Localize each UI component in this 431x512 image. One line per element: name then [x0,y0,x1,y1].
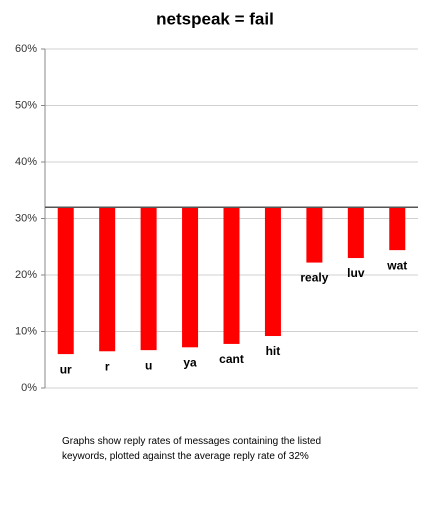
y-tick-label: 20% [15,269,37,281]
bar [57,207,74,355]
category-label: hit [266,344,281,358]
bar [140,207,157,351]
bar [389,207,406,251]
category-label: ya [183,355,197,369]
y-tick-label: 50% [15,99,37,111]
category-label: u [145,358,152,372]
chart-note: Graphs show reply rates of messages cont… [62,436,322,462]
bar [182,207,199,348]
y-tick-label: 60% [15,43,37,55]
category-label: r [105,359,110,373]
bar [223,207,240,344]
category-label: cant [219,352,244,366]
chart-title: netspeak = fail [156,9,274,28]
category-label: realy [300,271,328,285]
bar [347,207,364,259]
bar [306,207,323,263]
y-tick-label: 10% [15,325,37,337]
bar [264,207,281,337]
category-label: luv [347,266,365,280]
y-tick-label: 40% [15,156,37,168]
category-label: wat [386,258,407,272]
category-label: ur [60,362,72,376]
bar [99,207,116,352]
y-tick-label: 0% [21,382,37,394]
y-tick-label: 30% [15,212,37,224]
